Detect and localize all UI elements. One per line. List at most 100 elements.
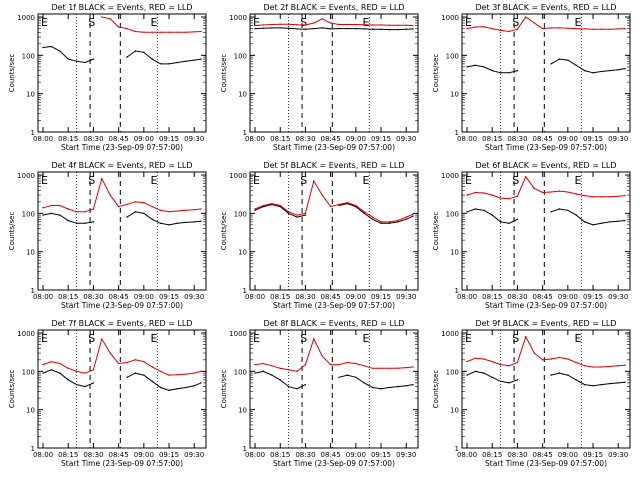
x-tick-label: 09:00 bbox=[346, 135, 366, 143]
events-point bbox=[193, 221, 195, 223]
lld-point bbox=[508, 365, 510, 367]
events-point bbox=[134, 50, 137, 52]
marker-label-E-left: E bbox=[41, 16, 48, 29]
events-point bbox=[262, 370, 265, 373]
x-tick-label: 09:00 bbox=[558, 293, 578, 301]
events-point bbox=[363, 212, 365, 215]
events-point bbox=[491, 214, 493, 216]
lld-point bbox=[313, 180, 315, 182]
lld-point bbox=[558, 27, 561, 29]
events-point bbox=[558, 372, 561, 374]
lld-point bbox=[59, 362, 61, 365]
y-tick-label: 1000 bbox=[441, 330, 459, 338]
lld-point bbox=[271, 202, 273, 205]
x-tick-label: 09:15 bbox=[371, 451, 391, 459]
events-point bbox=[50, 369, 53, 371]
events-point bbox=[159, 386, 162, 389]
lld-point bbox=[617, 28, 619, 30]
lld-point bbox=[200, 208, 202, 210]
x-tick-label: 08:00 bbox=[457, 293, 477, 301]
events-point bbox=[84, 222, 86, 225]
lld-point bbox=[474, 191, 477, 194]
lld-point bbox=[388, 221, 391, 223]
x-tick-label: 09:00 bbox=[558, 135, 578, 143]
events-point bbox=[397, 385, 399, 388]
events-point bbox=[550, 63, 552, 65]
plot-frame bbox=[249, 329, 419, 449]
lld-point bbox=[101, 178, 103, 180]
events-point bbox=[567, 59, 569, 61]
events-point bbox=[388, 222, 391, 225]
events-point bbox=[287, 212, 290, 215]
lld-point bbox=[491, 194, 493, 196]
lld-point bbox=[117, 26, 120, 28]
events-point bbox=[499, 221, 502, 223]
lld-point bbox=[50, 204, 53, 207]
marker-label-S: S bbox=[512, 332, 519, 345]
lld-point bbox=[304, 212, 307, 215]
lld-point bbox=[313, 338, 315, 340]
events-point bbox=[575, 379, 577, 381]
lld-point bbox=[609, 365, 611, 368]
lld-point bbox=[600, 196, 603, 198]
events-point bbox=[42, 372, 44, 374]
y-tick-label: 1 bbox=[31, 445, 35, 453]
events-point bbox=[516, 218, 519, 220]
marker-label-E-left: E bbox=[253, 332, 260, 345]
events-point bbox=[185, 60, 187, 62]
x-tick-label: 09:30 bbox=[184, 451, 204, 459]
events-point bbox=[609, 69, 611, 72]
x-tick-label: 08:30 bbox=[507, 451, 527, 459]
lld-point bbox=[159, 209, 162, 212]
events-point bbox=[371, 386, 374, 389]
y-tick-label: 100 bbox=[446, 210, 459, 218]
lld-point bbox=[483, 192, 485, 194]
x-tick-label: 08:30 bbox=[83, 293, 103, 301]
events-point bbox=[624, 219, 626, 222]
lld-point bbox=[388, 367, 391, 370]
x-tick-label: 09:15 bbox=[159, 293, 179, 301]
events-point bbox=[134, 372, 137, 374]
y-axis-label: Counts/sec bbox=[220, 370, 228, 409]
lld-point bbox=[50, 360, 53, 363]
lld-series-line bbox=[254, 337, 414, 372]
lld-point bbox=[296, 214, 298, 216]
events-point bbox=[185, 221, 187, 224]
events-point bbox=[583, 69, 586, 72]
x-tick-label: 09:30 bbox=[184, 293, 204, 301]
lld-point bbox=[346, 361, 349, 364]
y-tick-label: 1 bbox=[455, 287, 459, 295]
events-series-line bbox=[466, 58, 626, 74]
x-tick-label: 09:00 bbox=[134, 135, 154, 143]
lld-point bbox=[371, 24, 374, 26]
lld-point bbox=[541, 359, 544, 361]
events-point bbox=[508, 72, 510, 74]
x-tick-label: 08:30 bbox=[295, 451, 315, 459]
lld-point bbox=[109, 18, 111, 20]
lld-point bbox=[151, 366, 153, 368]
events-point bbox=[321, 27, 323, 29]
plot-frame bbox=[37, 329, 207, 449]
events-point bbox=[508, 222, 510, 225]
lld-point bbox=[363, 211, 365, 213]
x-tick-label: 09:30 bbox=[608, 451, 628, 459]
events-point bbox=[412, 215, 414, 217]
lld-point bbox=[575, 193, 577, 195]
lld-point bbox=[405, 216, 407, 218]
y-tick-label: 10 bbox=[450, 91, 459, 99]
events-point bbox=[405, 28, 407, 30]
x-tick-label: 08:45 bbox=[321, 451, 341, 459]
lld-point bbox=[592, 366, 594, 368]
events-point bbox=[254, 372, 256, 374]
panel-title: Det 4f BLACK = Events, RED = LLD bbox=[51, 161, 192, 170]
events-point bbox=[168, 63, 170, 65]
events-point bbox=[143, 212, 145, 215]
events-point bbox=[200, 58, 202, 60]
events-point bbox=[271, 374, 273, 376]
y-tick-label: 10 bbox=[450, 249, 459, 257]
lld-point bbox=[371, 216, 374, 218]
lld-point bbox=[592, 28, 594, 30]
lld-point bbox=[176, 210, 179, 212]
marker-label-S: S bbox=[512, 16, 519, 29]
